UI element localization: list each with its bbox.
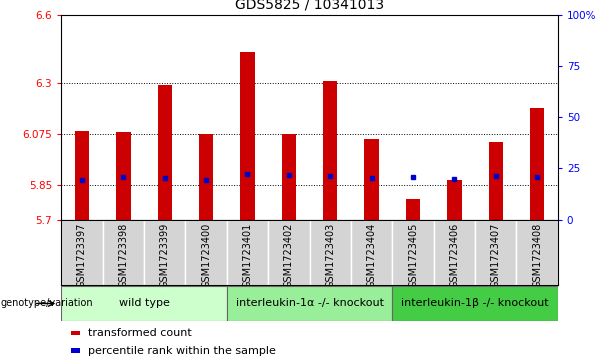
- Text: GSM1723405: GSM1723405: [408, 222, 418, 287]
- Text: GSM1723397: GSM1723397: [77, 222, 87, 287]
- Bar: [489, 142, 503, 220]
- Bar: [71, 331, 80, 335]
- Bar: [186, 220, 227, 285]
- Text: GSM1723401: GSM1723401: [243, 222, 253, 287]
- Text: GSM1723408: GSM1723408: [532, 222, 542, 287]
- Bar: [447, 180, 462, 220]
- Text: GSM1723404: GSM1723404: [367, 222, 376, 287]
- Bar: [61, 220, 103, 285]
- Text: GSM1723399: GSM1723399: [160, 222, 170, 287]
- Bar: [268, 220, 310, 285]
- Bar: [103, 220, 144, 285]
- Bar: [530, 108, 544, 220]
- Bar: [227, 220, 268, 285]
- Text: interleukin-1β -/- knockout: interleukin-1β -/- knockout: [402, 298, 549, 309]
- Bar: [351, 220, 392, 285]
- Title: GDS5825 / 10341013: GDS5825 / 10341013: [235, 0, 384, 12]
- Text: GSM1723398: GSM1723398: [118, 222, 128, 287]
- Bar: [75, 131, 89, 220]
- Bar: [61, 286, 227, 321]
- Bar: [310, 220, 351, 285]
- Bar: [144, 220, 186, 285]
- Bar: [475, 220, 516, 285]
- Text: genotype/variation: genotype/variation: [1, 298, 93, 309]
- Bar: [116, 132, 131, 220]
- Text: GSM1723407: GSM1723407: [491, 222, 501, 287]
- Bar: [364, 139, 379, 220]
- Bar: [392, 220, 433, 285]
- Text: transformed count: transformed count: [88, 328, 191, 338]
- Bar: [281, 134, 296, 220]
- Text: GSM1723400: GSM1723400: [201, 222, 211, 287]
- Bar: [434, 220, 475, 285]
- Bar: [199, 134, 213, 220]
- Text: wild type: wild type: [119, 298, 169, 309]
- Text: GSM1723402: GSM1723402: [284, 222, 294, 287]
- Bar: [516, 220, 558, 285]
- Bar: [158, 85, 172, 220]
- Text: GSM1723406: GSM1723406: [449, 222, 459, 287]
- Bar: [406, 199, 421, 220]
- Text: GSM1723403: GSM1723403: [326, 222, 335, 287]
- Bar: [227, 286, 392, 321]
- Text: interleukin-1α -/- knockout: interleukin-1α -/- knockout: [235, 298, 384, 309]
- Bar: [323, 81, 338, 220]
- Bar: [71, 348, 80, 353]
- Text: percentile rank within the sample: percentile rank within the sample: [88, 346, 275, 356]
- Bar: [240, 52, 255, 220]
- Bar: [392, 286, 558, 321]
